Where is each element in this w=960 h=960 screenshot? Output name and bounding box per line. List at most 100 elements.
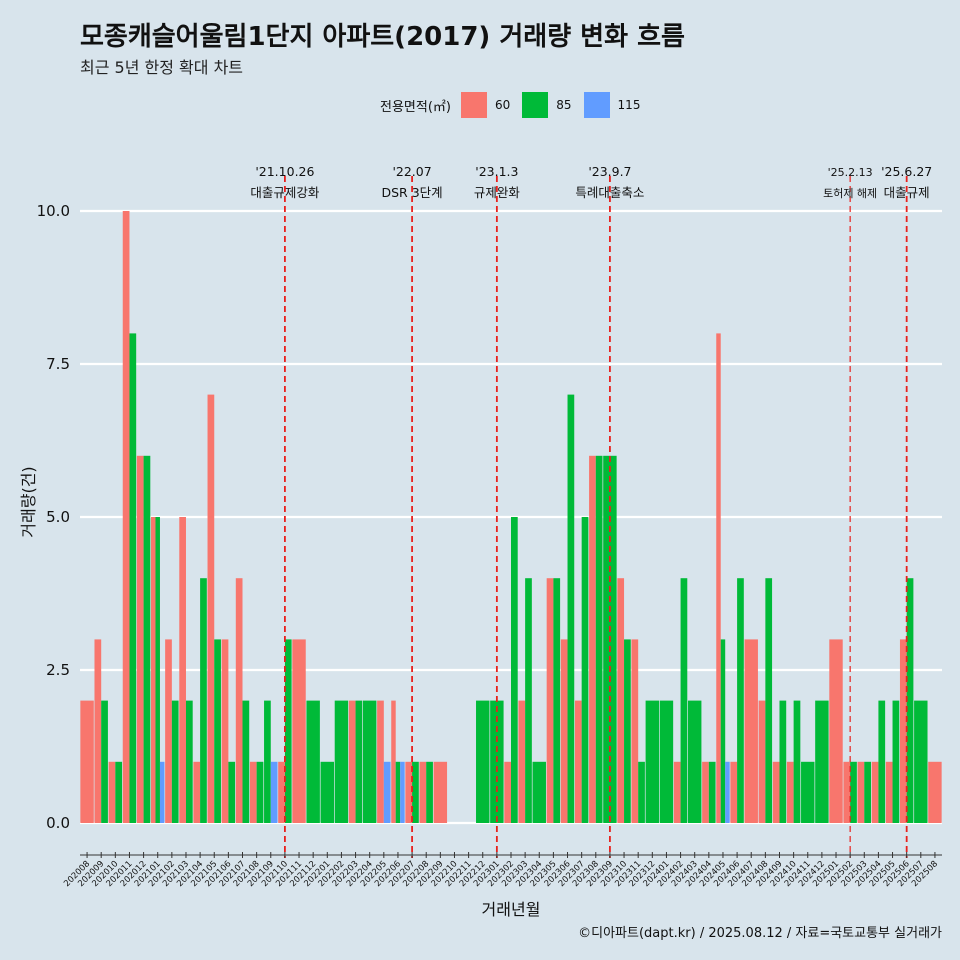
event-date-202506: '25.6.27: [881, 164, 932, 179]
event-label-202506: 대출규제: [884, 185, 930, 200]
bar-202103-60: [179, 517, 186, 823]
bar-202404-60: [702, 761, 709, 823]
bar-202208-85: [426, 761, 433, 823]
bar-202204-85: [362, 700, 377, 823]
bar-202201-85: [320, 761, 335, 823]
legend-label-60: 60: [494, 98, 511, 112]
x-axis-label: 거래년월: [482, 900, 541, 919]
chart-subtitle: 최근 5년 한정 확대 차트: [80, 58, 244, 77]
bar-202502-85: [850, 761, 857, 823]
bar-202311-60: [631, 639, 639, 823]
bar-202106-60: [221, 639, 229, 823]
bar-202306-85: [567, 394, 575, 823]
bar-202209-60: [433, 761, 448, 823]
bar-202506-85: [906, 578, 914, 823]
bar-202308-85: [595, 455, 603, 823]
bar-202505-60: [885, 761, 893, 823]
bar-202012-85: [143, 455, 151, 823]
bar-202310-85: [624, 639, 631, 823]
bar-202412-85: [815, 700, 829, 823]
y-tick-label: 0.0: [46, 814, 70, 832]
bar-202401-85: [659, 700, 674, 823]
y-axis-label: 거래량(건): [19, 466, 38, 537]
bar-202505-85: [892, 700, 900, 823]
bar-202408-85: [765, 578, 773, 823]
bar-202108-85: [256, 761, 264, 823]
bar-202105-85: [214, 639, 221, 823]
legend-item-115: 115: [583, 92, 641, 118]
y-axis-ticks: 0.0 2.5 5.0 7.5 10.0: [37, 202, 70, 832]
bar-202305-60: [546, 578, 554, 823]
bar-202207-85: [412, 761, 419, 823]
legend-swatch-60: [460, 92, 487, 118]
bar-202503-85: [864, 761, 871, 823]
legend-item-60: 60: [460, 92, 511, 118]
bar-202109-85: [264, 700, 271, 823]
bar-202304-85: [532, 761, 546, 823]
bar-202402-60: [673, 761, 681, 823]
bar-202307-60: [574, 700, 582, 823]
bar-202405-60: [716, 333, 721, 823]
bar-202504-85: [878, 700, 886, 823]
bar-202101-60: [151, 517, 156, 823]
bar-202409-60: [772, 761, 780, 823]
bar-202206-60: [391, 700, 396, 823]
bar-202506-60: [899, 639, 907, 823]
bar-202104-60: [193, 761, 201, 823]
bar-202407-60: [744, 639, 758, 823]
bar-202205-115: [383, 761, 391, 823]
bar-202502-60: [843, 761, 851, 823]
bar-202212-85: [476, 700, 490, 823]
bar-202202-85: [334, 700, 349, 823]
event-label-202207: DSR 3단계: [381, 185, 442, 200]
legend-swatch-115: [583, 92, 610, 118]
bar-202308-60: [589, 455, 596, 823]
bar-202402-85: [680, 578, 688, 823]
bar-202406-60: [730, 761, 738, 823]
bar-202207-60: [405, 761, 413, 823]
bar-202107-60: [235, 578, 243, 823]
bar-202310-60: [617, 578, 625, 823]
bar-202107-85: [242, 700, 250, 823]
bar-202105-60: [207, 394, 215, 823]
bar-202102-60: [165, 639, 172, 823]
bar-202101-85: [155, 517, 160, 823]
x-axis-ticks: 2020082020092020102020112020122021012021…: [62, 852, 942, 889]
y-tick-label: 5.0: [46, 508, 70, 526]
bar-202112-85: [306, 700, 320, 823]
bar-202408-60: [758, 700, 766, 823]
bar-202405-85: [720, 639, 726, 823]
legend-label-115: 115: [617, 98, 641, 112]
bar-202302-60: [504, 761, 511, 823]
bar-202206-85: [395, 761, 401, 823]
bar-202011-60: [122, 211, 130, 823]
bar-202305-85: [553, 578, 561, 823]
bar-202410-60: [786, 761, 794, 823]
bar-202108-60: [249, 761, 257, 823]
annotations: '21.10.26 대출규제강화 '22.07 DSR 3단계 '23.1.3 규제완화 '…: [250, 164, 932, 858]
bars: [80, 211, 942, 823]
legend-title: 전용면적(㎡): [380, 99, 451, 115]
event-label-202309: 특례대출축소: [575, 185, 644, 200]
bar-202508-60: [928, 761, 942, 823]
bar-202303-85: [525, 578, 532, 823]
bar-202104-85: [200, 578, 207, 823]
bar-202008-60: [80, 700, 94, 823]
bar-202307-85: [581, 517, 589, 823]
bar-202203-85: [355, 700, 363, 823]
bar-202111-60: [292, 639, 306, 823]
event-label-202502: 토허제 해제: [823, 186, 877, 200]
bar-202102-85: [171, 700, 179, 823]
bar-202312-85: [645, 700, 660, 823]
bar-202206-115: [400, 761, 405, 823]
bar-202503-60: [857, 761, 865, 823]
legend-swatch-85: [522, 92, 549, 118]
bar-202507-85: [914, 700, 928, 823]
bar-202410-85: [793, 700, 801, 823]
bar-202405-115: [725, 761, 730, 823]
bar-202302-85: [511, 517, 518, 823]
bar-202504-60: [871, 761, 879, 823]
event-label-202301: 규제완화: [474, 185, 521, 200]
bar-202203-60: [348, 700, 356, 823]
